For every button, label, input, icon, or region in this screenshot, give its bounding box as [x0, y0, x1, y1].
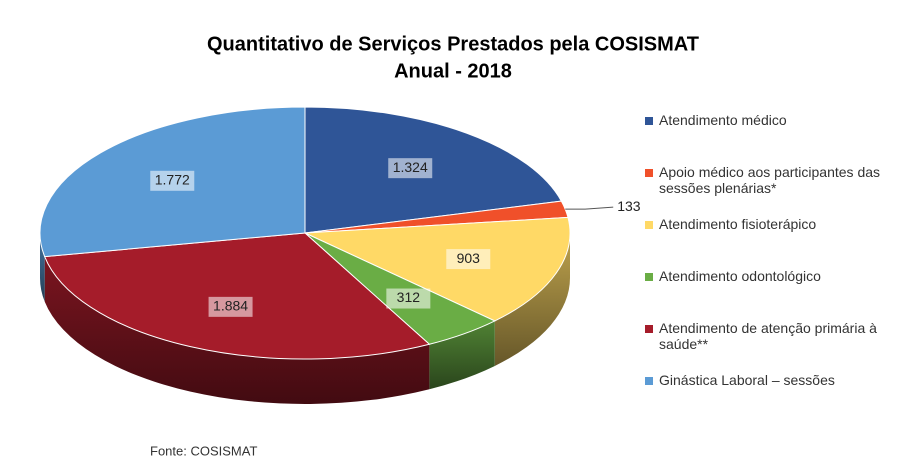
legend-item: Atendimento médico [645, 112, 915, 164]
data-label: 1.772 [155, 172, 190, 188]
legend-swatch [645, 117, 653, 125]
label-bg [150, 170, 195, 191]
legend-label: Atendimento médico [659, 112, 787, 128]
pie-side [429, 320, 495, 390]
pie-side [44, 256, 430, 405]
pie-side [494, 233, 570, 366]
legend-label: Apoio médico aos participantes das sessõ… [659, 164, 881, 196]
label-bg [386, 288, 431, 309]
legend-swatch [645, 377, 653, 385]
pie-slice [304, 216, 571, 322]
legend-item: Atendimento odontológico [645, 268, 915, 320]
legend-item: Apoio médico aos participantes das sessõ… [645, 164, 915, 216]
label-bg [208, 296, 253, 317]
data-label: 1.324 [393, 159, 428, 175]
legend-label: Atendimento fisioterápico [659, 216, 817, 232]
legend-item: Atendimento de atenção primária à saúde*… [645, 320, 915, 372]
data-label: 312 [397, 289, 421, 305]
label-bg [388, 158, 433, 179]
chart-subtitle: Anual - 2018 [394, 60, 512, 82]
legend-item: Ginástica Laboral – sessões [645, 372, 915, 424]
leader-line [565, 206, 614, 210]
legend-label: Atendimento de atenção primária à saúde*… [659, 320, 877, 352]
pie-slice [304, 106, 563, 234]
pie-slice [43, 232, 431, 360]
legend-swatch [645, 273, 653, 281]
pie-side [40, 233, 45, 302]
legend-swatch [645, 325, 653, 333]
legend-label: Atendimento odontológico [659, 268, 821, 284]
data-label: 903 [457, 250, 481, 266]
source: Fonte: COSISMAT [150, 443, 257, 458]
legend: Atendimento médico Apoio médico aos parti… [645, 112, 915, 424]
chart-title: Quantitativo de Serviços Prestados pela … [207, 33, 699, 55]
data-label: 133 [617, 198, 641, 214]
legend-swatch [645, 169, 653, 177]
label-bg [446, 249, 491, 270]
data-label: 1.884 [213, 298, 248, 314]
legend-swatch [645, 221, 653, 229]
legend-label: Ginástica Laboral – sessões [659, 372, 835, 388]
legend-item: Atendimento fisioterápico [645, 216, 915, 268]
